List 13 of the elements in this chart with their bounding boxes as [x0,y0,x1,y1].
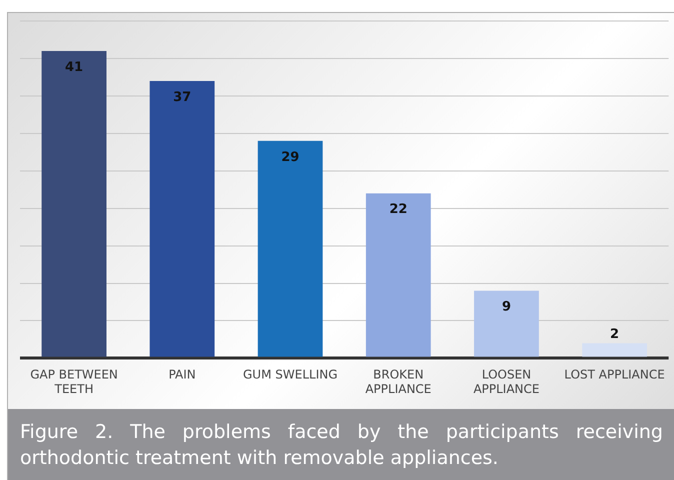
data-label: 41 [65,60,84,75]
x-tick-label: PAIN [168,368,196,382]
data-label: 37 [173,90,192,105]
data-label: 29 [281,150,300,165]
x-tick-label: GAP BETWEEN TEETH [30,368,118,396]
x-tick-label: GUM SWELLING [243,368,338,382]
data-label: 9 [502,300,511,315]
x-tick-label: LOST APPLIANCE [564,368,665,382]
caption: Figure 2. The problems faced by the participants receiving orthodontic treatment with removable appliances. [20,421,663,469]
x-tick-label: LOOSEN APPLIANCE [473,368,540,396]
data-label: 2 [610,327,620,342]
data-label: 22 [389,202,408,218]
x-tick-label: BROKEN APPLIANCE [365,368,432,396]
